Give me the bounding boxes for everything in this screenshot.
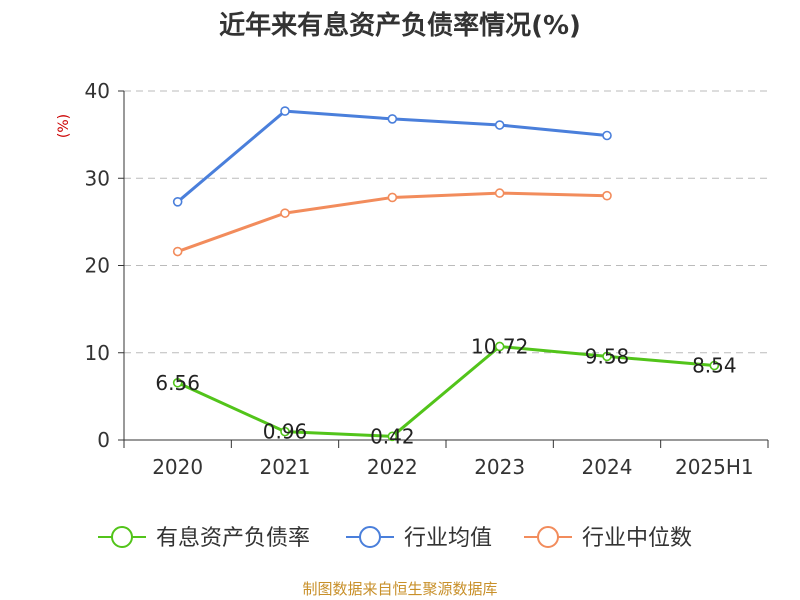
data-label: 0.42 — [370, 424, 415, 448]
legend-marker — [111, 526, 133, 548]
x-tick-labels: 2020 2021 2022 2023 2024 2025H1 — [152, 455, 753, 479]
series-line — [176, 109, 608, 203]
axes — [118, 90, 769, 448]
data-point — [709, 360, 720, 371]
data-point — [280, 106, 290, 116]
data-label: 8.54 — [692, 353, 737, 377]
y-tick-label: 20 — [85, 254, 110, 278]
data-label: 0.96 — [263, 420, 308, 444]
y-tick-label: 0 — [97, 428, 110, 452]
legend: 有息资产负债率 行业均值 行业中位数 — [98, 526, 692, 551]
x-tick-label: 2022 — [367, 455, 418, 479]
y-tick-label: 30 — [85, 166, 110, 190]
data-point — [494, 341, 505, 352]
source-note: 制图数据来自恒生聚源数据库 — [302, 580, 497, 598]
data-point — [172, 246, 183, 257]
data-point — [172, 377, 183, 388]
data-labels: 6.56 0.96 0.42 10.72 9.58 8.54 — [155, 334, 736, 448]
legend-marker — [537, 526, 559, 548]
data-label: 6.56 — [155, 371, 200, 395]
data-point — [172, 197, 183, 207]
data-point — [602, 351, 612, 362]
x-tick-label: 2021 — [260, 455, 311, 479]
chart-title: 近年来有息资产负债率情况(%) — [219, 10, 581, 41]
grid-lines — [124, 90, 768, 354]
legend-label: 有息资产负债率 — [156, 526, 310, 551]
y-tick-label: 40 — [85, 79, 110, 103]
legend-label: 行业均值 — [404, 526, 492, 551]
series-line — [177, 344, 715, 438]
y-tick-labels: 0 10 20 30 40 — [85, 79, 110, 452]
legend-label: 行业中位数 — [582, 526, 692, 551]
data-point — [602, 190, 612, 201]
data-point — [494, 188, 505, 198]
data-point — [280, 208, 290, 218]
x-tick-label: 2024 — [582, 455, 633, 479]
series-group — [172, 106, 720, 442]
x-tick-label: 2025H1 — [675, 455, 754, 479]
data-point — [602, 130, 612, 141]
data-label: 9.58 — [585, 344, 630, 368]
data-point — [280, 426, 290, 437]
legend-marker — [359, 526, 381, 548]
data-point — [387, 431, 398, 442]
data-label: 10.72 — [471, 334, 528, 358]
data-point — [387, 114, 398, 124]
x-tick-label: 2023 — [474, 455, 525, 479]
y-tick-label: 10 — [85, 341, 110, 365]
data-point — [494, 120, 505, 130]
x-tick-label: 2020 — [152, 455, 203, 479]
y-axis-unit: (%) — [56, 114, 72, 138]
data-point — [387, 192, 398, 203]
